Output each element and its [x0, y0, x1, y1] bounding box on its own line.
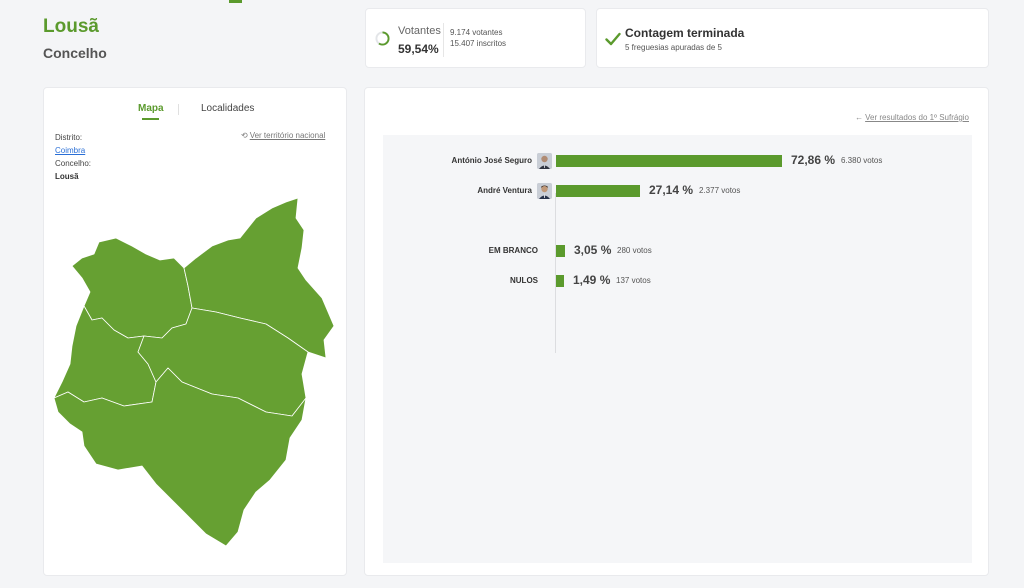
page-title: Lousã: [43, 16, 99, 37]
null-votes-bar: [556, 275, 564, 287]
county-name: Lousã: [55, 172, 79, 181]
counting-subtitle: 5 freguesias apuradas de 5: [625, 43, 722, 52]
candidate-percent: 27,14 %: [649, 183, 694, 197]
candidate-photo: [537, 183, 552, 199]
check-icon: [605, 32, 621, 46]
first-round-results-label: Ver resultados do 1º Sufrágio: [865, 113, 969, 122]
page-subtitle: Concelho: [43, 45, 107, 61]
candidate-votes: 6.380 votos: [841, 156, 883, 165]
first-round-results-link[interactable]: ← Ver resultados do 1º Sufrágio: [855, 113, 969, 122]
undo-icon: ⟲: [241, 131, 248, 140]
null-votes-count: 137 votos: [616, 276, 651, 285]
turnout-progress-icon: [375, 31, 390, 46]
location-breadcrumb: Distrito: Coimbra Concelho: Lousã: [55, 131, 91, 183]
chart-axis-line: [555, 193, 556, 353]
candidate-row: António José Seguro 72,86 % 6.380 votos: [383, 153, 972, 169]
blank-votes-bar: [556, 245, 565, 257]
counting-title: Contagem terminada: [625, 26, 745, 40]
candidate-row: André Ventura 27,14 % 2.377 votos: [383, 183, 972, 199]
blank-votes-count: 280 votos: [617, 246, 652, 255]
blank-votes-row: EM BRANCO 3,05 % 280 votos: [383, 243, 972, 259]
tab-active-indicator: [142, 118, 159, 120]
blank-votes-percent: 3,05 %: [574, 243, 612, 257]
county-map: [53, 197, 335, 547]
turnout-divider: [443, 23, 444, 57]
tab-localities[interactable]: Localidades: [201, 103, 255, 114]
national-territory-link[interactable]: ⟲ Ver território nacional: [241, 131, 325, 140]
arrow-left-icon: ←: [855, 113, 864, 122]
tab-map[interactable]: Mapa: [138, 103, 164, 114]
turnout-card: Votantes 59,54% 9.174 votantes 15.407 in…: [365, 8, 586, 68]
county-label: Concelho:: [55, 159, 92, 168]
candidate-bar: [556, 155, 782, 167]
null-votes-label: NULOS: [510, 276, 538, 285]
null-votes-row: NULOS 1,49 % 137 votos: [383, 273, 972, 289]
candidate-bar: [556, 185, 640, 197]
district-link[interactable]: Coimbra: [55, 146, 86, 155]
top-indicator: [229, 0, 242, 3]
null-votes-percent: 1,49 %: [573, 273, 611, 287]
candidate-votes: 2.377 votos: [699, 186, 741, 195]
counting-status-card: Contagem terminada 5 freguesias apuradas…: [596, 8, 989, 68]
national-territory-label: Ver território nacional: [249, 131, 326, 140]
results-chart: António José Seguro 72,86 % 6.380 votos …: [383, 135, 972, 563]
candidate-name: António José Seguro: [451, 156, 532, 165]
voters-count: 9.174 votantes: [450, 28, 503, 37]
page-heading: Lousã Concelho: [43, 16, 107, 61]
turnout-percent: 59,54%: [398, 42, 439, 56]
registered-count: 15.407 inscritos: [450, 39, 507, 48]
candidate-photo: [537, 153, 552, 169]
results-panel: ← Ver resultados do 1º Sufrágio António J…: [364, 87, 989, 576]
candidate-name: André Ventura: [477, 186, 532, 195]
map-parish-south[interactable]: [53, 367, 307, 547]
blank-votes-label: EM BRANCO: [488, 246, 538, 255]
candidate-percent: 72,86 %: [791, 153, 836, 167]
district-label: Distrito:: [55, 133, 83, 142]
tab-divider: [178, 104, 179, 115]
turnout-label: Votantes: [398, 25, 441, 37]
map-panel: Mapa Localidades Distrito: Coimbra Conce…: [43, 87, 347, 576]
